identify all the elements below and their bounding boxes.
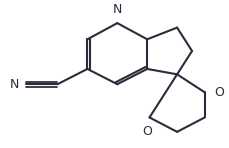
Text: O: O xyxy=(213,86,223,99)
Text: O: O xyxy=(142,125,151,138)
Text: N: N xyxy=(10,78,19,91)
Text: N: N xyxy=(112,3,121,16)
